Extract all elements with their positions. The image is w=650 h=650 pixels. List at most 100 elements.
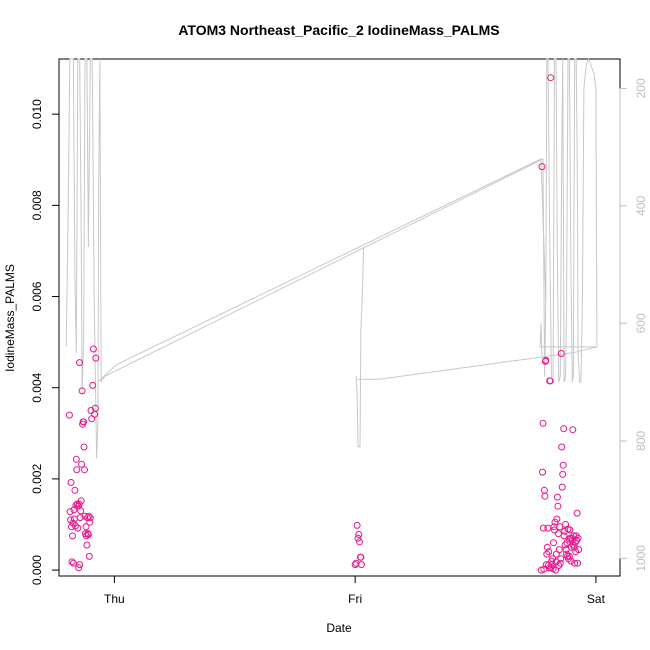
data-point	[574, 559, 582, 567]
data-point	[357, 553, 365, 561]
series-line	[97, 158, 547, 383]
x-tick-label: Fri	[348, 592, 362, 606]
data-point	[77, 497, 85, 505]
data-point	[81, 466, 88, 474]
data-point	[66, 508, 74, 516]
data-point	[78, 387, 86, 395]
data-point	[559, 470, 567, 478]
data-point	[76, 561, 84, 569]
data-point	[560, 532, 568, 540]
data-point	[357, 561, 365, 569]
x-tick-label: Thu	[104, 592, 125, 606]
data-point	[551, 526, 558, 534]
y2-tick-label: 1000	[634, 545, 648, 572]
data-point	[82, 523, 90, 531]
data-point	[561, 541, 569, 549]
data-point	[355, 531, 363, 538]
data-point	[91, 410, 99, 418]
data-point	[85, 552, 93, 560]
y2-tick-label: 200	[634, 78, 648, 98]
data-point	[539, 468, 546, 476]
data-point	[80, 418, 88, 426]
data-point	[86, 518, 94, 526]
y-tick-label: 0.008	[30, 190, 44, 220]
data-point	[565, 552, 573, 560]
data-point	[72, 455, 80, 463]
data-point	[67, 479, 75, 486]
data-point	[89, 345, 97, 353]
data-point	[539, 524, 547, 532]
data-point	[553, 515, 561, 523]
x-tick-label: Sat	[587, 592, 606, 606]
axes: 0.000 0.002 0.004 0.006 0.008 0.010 Thu Fri Sat 2…	[30, 78, 648, 606]
data-point	[356, 538, 363, 546]
data-point	[541, 492, 549, 500]
data-point	[65, 411, 73, 419]
data-point	[538, 163, 546, 171]
data-point	[544, 524, 552, 532]
data-point	[575, 546, 583, 554]
data-point	[554, 502, 562, 510]
data-point	[92, 354, 100, 362]
series-points	[65, 74, 583, 574]
data-point	[557, 555, 565, 563]
data-point	[71, 522, 79, 530]
data-point	[69, 532, 76, 540]
y2-tick-label: 800	[634, 431, 648, 451]
data-point	[539, 419, 547, 427]
series-line	[65, 57, 598, 459]
data-point	[91, 404, 99, 412]
data-point	[76, 514, 84, 522]
y-tick-label: 0.010	[30, 99, 44, 129]
data-point	[557, 350, 565, 357]
data-point	[75, 564, 83, 572]
y-axis-label: IodineMass_PALMS	[3, 264, 17, 372]
data-point	[558, 483, 566, 491]
series-line	[355, 246, 365, 448]
data-point	[73, 466, 81, 474]
data-point	[83, 541, 91, 549]
data-point	[68, 523, 75, 531]
y-tick-label: 0.002	[30, 464, 44, 494]
data-point	[565, 535, 573, 543]
data-point	[78, 460, 86, 468]
data-point	[86, 514, 94, 522]
data-point	[567, 543, 575, 551]
data-point	[354, 534, 362, 542]
data-point	[571, 559, 579, 567]
y-tick-label: 0.004	[30, 372, 44, 402]
data-point	[556, 559, 564, 567]
data-point	[550, 539, 557, 547]
x-axis-label: Date	[326, 621, 352, 635]
data-point	[574, 534, 582, 542]
data-point	[71, 486, 79, 494]
plot-frame	[58, 58, 621, 577]
data-point	[70, 515, 78, 523]
data-point	[545, 548, 553, 556]
data-point	[572, 532, 580, 540]
data-point	[559, 461, 567, 469]
data-point	[69, 559, 77, 567]
y2-tick-label: 600	[634, 313, 648, 333]
data-point	[547, 74, 555, 82]
data-point	[566, 526, 574, 534]
data-point	[353, 521, 361, 529]
data-point	[77, 507, 85, 515]
series-lines	[65, 57, 598, 459]
data-point	[556, 523, 564, 531]
y-tick-label: 0.006	[30, 281, 44, 311]
data-point	[552, 566, 559, 574]
data-point	[543, 543, 551, 551]
data-point	[558, 443, 566, 451]
y-tick-label: 0.000	[30, 555, 44, 585]
data-point	[546, 377, 554, 385]
data-point	[68, 558, 76, 566]
series-line	[357, 346, 598, 380]
data-point	[573, 509, 581, 517]
data-point	[70, 506, 78, 514]
data-point	[554, 530, 562, 538]
data-point	[540, 486, 548, 494]
data-point	[76, 359, 83, 367]
data-point	[560, 425, 568, 433]
